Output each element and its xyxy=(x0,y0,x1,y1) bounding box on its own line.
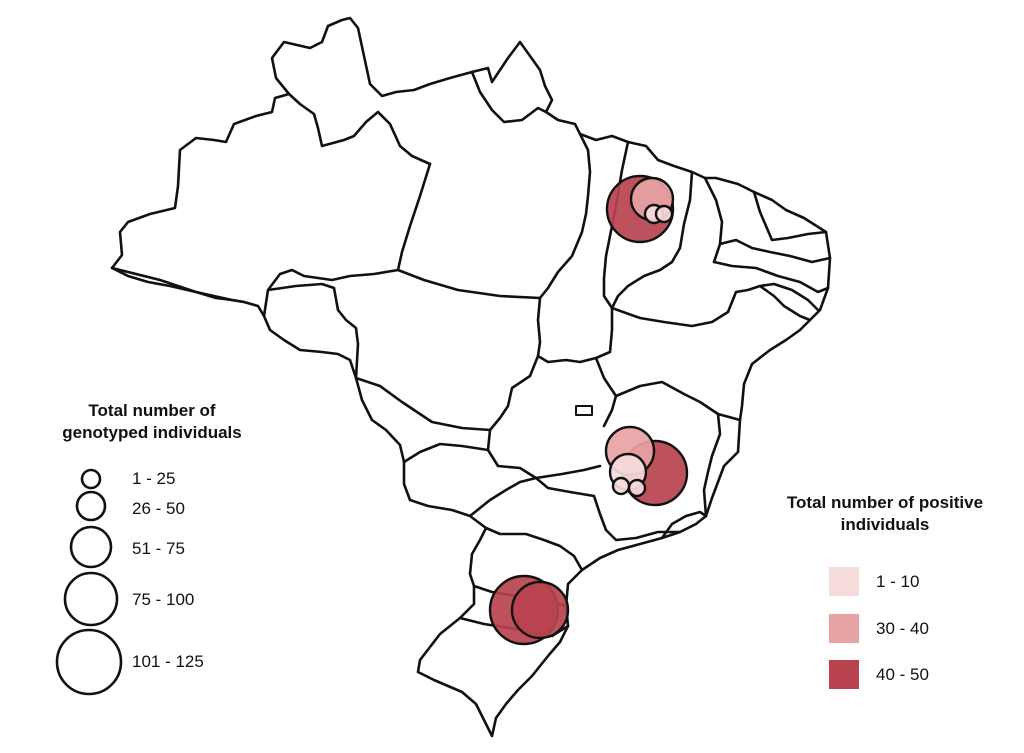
border-mg-rj xyxy=(660,510,708,540)
border-acre xyxy=(110,266,246,304)
legend-positive-swatch-2 xyxy=(829,614,859,643)
legend-size-title-line1: Total number of xyxy=(88,401,216,420)
legend-size-title-line2: genotyped individuals xyxy=(62,423,242,442)
legend-positive-title-line2: individuals xyxy=(840,515,930,534)
border-ce-rn xyxy=(703,176,724,264)
border-roraima-para xyxy=(376,110,432,166)
border-mg-sp xyxy=(534,476,682,542)
border-ms xyxy=(402,442,490,464)
bubble-cluster-northeast xyxy=(605,174,675,244)
bubble-cluster-southeast xyxy=(604,425,689,507)
legend-size-circle-5 xyxy=(55,628,123,696)
border-tocantins xyxy=(536,296,614,364)
legend-positive-label-3: 40 - 50 xyxy=(876,665,929,684)
legend-size-circle-3 xyxy=(69,525,113,569)
legend-positive-swatch-1 xyxy=(829,567,859,596)
border-amazonas-mt xyxy=(262,268,400,318)
legend-size-circles xyxy=(55,468,123,696)
border-mt-go xyxy=(354,376,492,432)
legend-size-circle-1 xyxy=(80,468,102,490)
bubble-cluster-south xyxy=(488,574,570,646)
border-goias xyxy=(486,354,602,480)
border-bahia xyxy=(610,284,812,328)
bubble-south-large-2 xyxy=(510,580,570,640)
country-outline xyxy=(110,16,832,738)
border-mg-es xyxy=(702,412,722,518)
border-piaui-ce xyxy=(610,170,694,310)
border-pe-al xyxy=(712,260,830,294)
legend-size-circle-2 xyxy=(75,490,107,522)
border-amazonas-roraima xyxy=(287,92,380,148)
legend-positive-title: Total number of positive individuals xyxy=(770,492,1000,536)
border-para-ma xyxy=(538,132,592,300)
state-borders xyxy=(110,16,832,738)
border-go-ba xyxy=(594,356,618,428)
legend-size-label-2: 26 - 50 xyxy=(132,499,185,518)
border-ba-mg xyxy=(614,380,742,422)
border-rondonia xyxy=(266,282,360,380)
legend-positive-title-line1: Total number of positive xyxy=(786,493,984,512)
border-rn-pb xyxy=(752,190,828,242)
legend-size-label-5: 101 - 125 xyxy=(132,652,204,671)
legend-positive-swatches xyxy=(829,567,859,689)
border-amazonas-para xyxy=(396,162,432,272)
legend-size-circle-4 xyxy=(63,571,119,627)
legend-size-label-1: 1 - 25 xyxy=(132,469,176,488)
legend-size-label-4: 75 - 100 xyxy=(132,590,195,609)
bubble-southeast-small-3 xyxy=(627,478,647,498)
border-sp-pr xyxy=(484,526,584,572)
legend-positive-swatch-3 xyxy=(829,660,859,689)
border-al-se xyxy=(758,282,820,312)
legend-positive-label-1: 1 - 10 xyxy=(876,572,920,591)
border-para-mt xyxy=(396,268,542,300)
border-amapa xyxy=(470,70,548,124)
border-pb-pe xyxy=(718,238,832,264)
legend-positive-label-2: 30 - 40 xyxy=(876,619,929,638)
df-rectangle xyxy=(575,405,593,416)
bubble-southeast-small-2 xyxy=(611,476,631,496)
legend-size-label-3: 51 - 75 xyxy=(132,539,185,558)
border-ma-piaui xyxy=(602,140,630,310)
bubble-northeast-small-2 xyxy=(654,204,674,224)
legend-size-title: Total number of genotyped individuals xyxy=(52,400,252,444)
border-ms-pr xyxy=(468,476,538,518)
